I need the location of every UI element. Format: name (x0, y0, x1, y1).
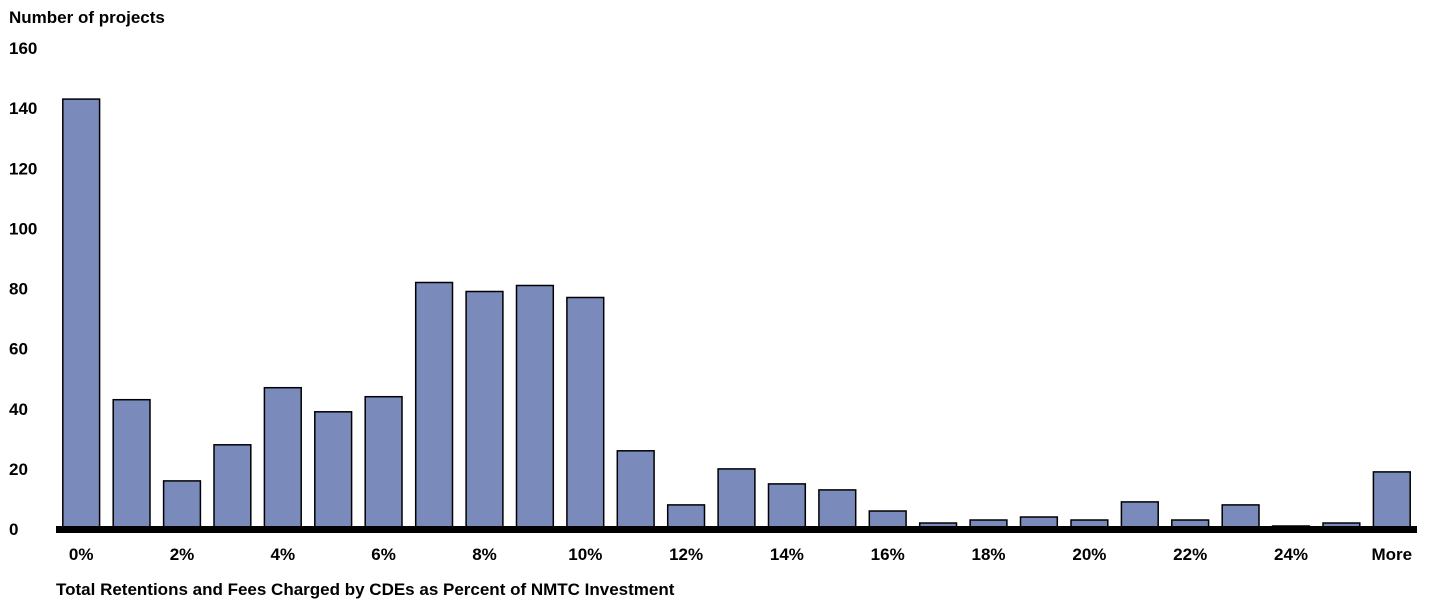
y-tick-label: 120 (9, 159, 37, 178)
x-tick-label: 6% (371, 545, 396, 564)
bar-more (1372, 471, 1411, 530)
x-tick-label: 4% (271, 545, 296, 564)
x-tick-label: 18% (971, 545, 1005, 564)
x-tick-label: 22% (1173, 545, 1207, 564)
y-tick-label: 140 (9, 99, 37, 118)
bar-21pct (1120, 501, 1159, 530)
y-axis-title: Number of projects (9, 8, 165, 27)
bar-4pct (263, 386, 302, 530)
x-axis-line (56, 526, 1417, 533)
x-tick-label: 10% (568, 545, 602, 564)
bar-15pct (818, 489, 857, 530)
y-tick-label: 40 (9, 400, 28, 419)
bar-9pct (515, 284, 555, 530)
bar-2pct (162, 480, 202, 530)
y-tick-label: 0 (9, 520, 18, 539)
bar-3pct (213, 444, 252, 530)
bars (62, 98, 1411, 530)
x-tick-label: 20% (1072, 545, 1106, 564)
bar-13pct (717, 468, 756, 530)
x-tick-label: 12% (669, 545, 703, 564)
bar-5pct (314, 411, 353, 530)
x-tick-labels: 0% 2% 4% 6% 8% 10% 12% 14% 16% 18% 20% 22% 24% More (69, 545, 1412, 564)
bar-7pct (414, 281, 454, 530)
bar-11pct (616, 450, 655, 530)
x-tick-label: 2% (170, 545, 195, 564)
bar-10pct (566, 296, 605, 530)
bar-0pct (62, 98, 101, 530)
bar-1pct (112, 398, 151, 530)
x-tick-label: More (1371, 545, 1412, 564)
bar-8pct (465, 290, 504, 530)
y-tick-label: 160 (9, 39, 37, 58)
bar-23pct (1221, 504, 1260, 530)
y-tick-label: 100 (9, 219, 37, 238)
x-axis-title: Total Retentions and Fees Charged by CDE… (56, 580, 675, 599)
x-tick-label: 8% (472, 545, 497, 564)
bar-14pct (767, 483, 807, 530)
y-tick-label: 60 (9, 340, 28, 359)
x-tick-label: 24% (1274, 545, 1308, 564)
y-tick-labels: 0 20 40 60 80 100 120 140 160 (9, 39, 37, 539)
y-tick-label: 80 (9, 280, 28, 299)
x-tick-label: 16% (871, 545, 905, 564)
x-tick-label: 0% (69, 545, 94, 564)
bar-6pct (364, 395, 403, 530)
y-tick-label: 20 (9, 460, 28, 479)
bar-12pct (666, 504, 706, 530)
x-tick-label: 14% (770, 545, 804, 564)
